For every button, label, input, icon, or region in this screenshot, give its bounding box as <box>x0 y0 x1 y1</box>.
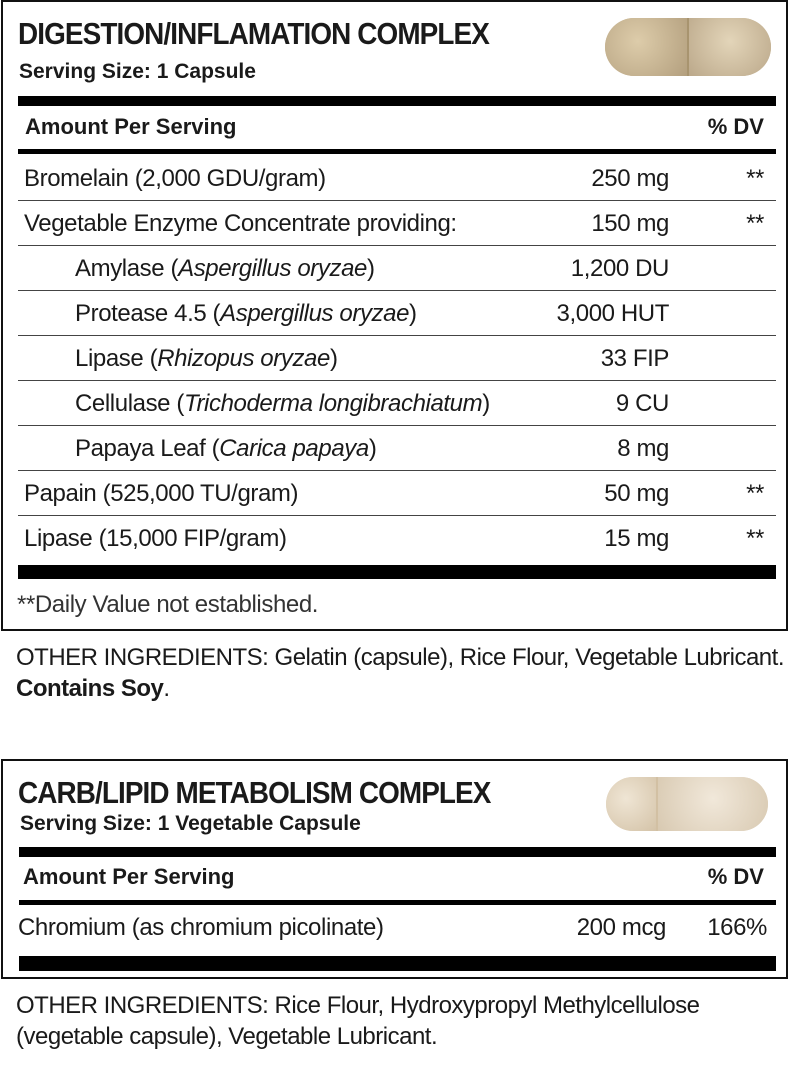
thick-divider <box>18 96 776 106</box>
supplement-facts-panel-2: CARB/LIPID METABOLISM COMPLEX Serving Si… <box>1 759 788 979</box>
nutrient-name: Chromium (as chromium picolinate) <box>18 914 384 941</box>
panel-title: CARB/LIPID METABOLISM COMPLEX <box>18 775 491 810</box>
capsule-image <box>605 18 771 76</box>
other-ingredients-end: . <box>163 675 170 702</box>
serving-size: Serving Size: 1 Vegetable Capsule <box>20 812 361 835</box>
row-divider <box>18 290 776 291</box>
row-divider <box>18 425 776 426</box>
nutrient-dv: ** <box>746 165 764 192</box>
nutrient-name: Lipase (15,000 FIP/gram) <box>24 525 287 552</box>
nutrient-amount: 50 mg <box>604 480 669 507</box>
paren: ) <box>409 300 417 327</box>
row-divider <box>18 470 776 471</box>
dv-header: % DV <box>707 864 764 889</box>
nutrient-name: Cellulase (Trichoderma longibrachiatum) <box>75 390 490 418</box>
nutrient-dv: ** <box>746 210 764 237</box>
paren: ) <box>482 390 490 417</box>
row-divider <box>18 245 776 246</box>
other-ingredients-1: OTHER INGREDIENTS: Gelatin (capsule), Ri… <box>16 642 786 704</box>
species-name: Aspergillus oryzae <box>178 255 367 282</box>
nutrient-name: Lipase (Rhizopus oryzae) <box>75 345 338 373</box>
nutrient-name: Amylase (Aspergillus oryzae) <box>75 255 375 283</box>
nutrient-label: Protease 4.5 ( <box>75 300 221 327</box>
nutrient-name: Vegetable Enzyme Concentrate providing: <box>24 210 457 237</box>
row-divider <box>18 335 776 336</box>
amount-per-serving-header: Amount Per Serving <box>23 864 235 889</box>
nutrient-amount: 9 CU <box>615 390 669 417</box>
nutrient-label: Lipase ( <box>75 345 158 372</box>
thick-divider <box>19 956 776 971</box>
nutrient-amount: 150 mg <box>591 210 669 237</box>
nutrient-name: Bromelain (2,000 GDU/gram) <box>24 165 326 192</box>
nutrient-amount: 200 mcg <box>576 914 667 941</box>
nutrient-dv: 166% <box>707 914 767 941</box>
header-divider <box>18 149 776 154</box>
row-divider <box>18 200 776 201</box>
nutrient-dv: ** <box>746 480 764 507</box>
nutrient-amount: 33 FIP <box>600 345 670 372</box>
thick-divider <box>19 847 776 857</box>
other-ingredients-2: OTHER INGREDIENTS: Rice Flour, Hydroxypr… <box>16 992 700 1050</box>
paren: ) <box>329 345 338 372</box>
dv-header: % DV <box>707 114 764 139</box>
species-name: Trichoderma longibrachiatum <box>183 390 483 417</box>
row-divider <box>18 380 776 381</box>
allergen-warning: Contains Soy <box>16 675 164 702</box>
nutrient-label: Cellulase ( <box>75 390 184 417</box>
nutrient-dv: ** <box>746 525 764 552</box>
panel-title: DIGESTION/INFLAMATION COMPLEX <box>18 16 490 51</box>
nutrient-amount: 3,000 HUT <box>556 300 670 327</box>
serving-size: Serving Size: 1 Capsule <box>19 60 256 83</box>
nutrient-name: Protease 4.5 (Aspergillus oryzae) <box>75 300 417 328</box>
nutrient-label: Amylase ( <box>75 255 179 282</box>
nutrient-name: Papaya Leaf (Carica papaya) <box>75 435 377 463</box>
header-divider <box>19 900 776 905</box>
amount-per-serving-header: Amount Per Serving <box>25 114 237 139</box>
species-name: Carica papaya <box>219 435 369 462</box>
footnote: **Daily Value not established. <box>17 591 319 618</box>
species-name: Rhizopus oryzae <box>157 345 330 372</box>
nutrient-amount: 250 mg <box>591 165 669 192</box>
supplement-facts-panel-1: DIGESTION/INFLAMATION COMPLEX Serving Si… <box>1 0 788 631</box>
paren: ) <box>368 435 377 462</box>
nutrient-amount: 8 mg <box>617 435 669 462</box>
row-divider <box>18 515 776 516</box>
nutrient-amount: 15 mg <box>604 525 669 552</box>
capsule-image <box>606 777 768 831</box>
nutrient-amount: 1,200 DU <box>570 255 670 282</box>
thick-divider <box>18 565 776 579</box>
nutrient-label: Papaya Leaf ( <box>75 435 220 462</box>
species-name: Aspergillus oryzae <box>220 300 410 327</box>
paren: ) <box>366 255 375 282</box>
other-ingredients-text: OTHER INGREDIENTS: Gelatin (capsule), Ri… <box>16 644 784 671</box>
nutrient-name: Papain (525,000 TU/gram) <box>24 480 299 507</box>
